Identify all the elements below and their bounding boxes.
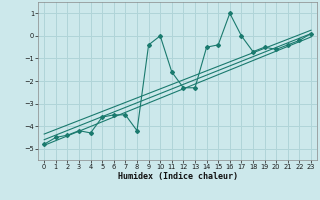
X-axis label: Humidex (Indice chaleur): Humidex (Indice chaleur) [118, 172, 238, 181]
